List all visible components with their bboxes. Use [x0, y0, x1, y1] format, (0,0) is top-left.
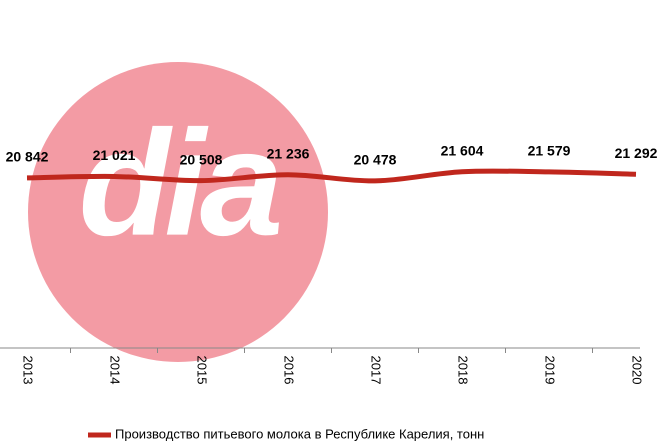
x-tick-label: 2015: [195, 356, 210, 385]
data-label: 21 604: [441, 142, 484, 158]
data-label: 21 236: [267, 145, 310, 161]
data-line: [26, 168, 637, 184]
x-tick-label: 2017: [369, 356, 384, 385]
legend-label: Производство питьевого молока в Республи…: [115, 426, 484, 441]
x-tick-label: 2019: [543, 356, 558, 385]
x-tick-label: 2018: [456, 356, 471, 385]
data-label: 20 508: [180, 151, 223, 167]
x-tick-label: 2013: [21, 356, 36, 385]
watermark-circle: [28, 62, 328, 362]
x-tick-label: 2014: [108, 356, 123, 385]
x-tick-label: 2016: [282, 356, 297, 385]
data-label: 21 021: [93, 147, 136, 163]
data-label: 21 292: [615, 145, 658, 161]
x-tick-label: 2020: [630, 356, 645, 385]
data-label: 20 842: [6, 149, 49, 165]
data-label: 20 478: [354, 152, 397, 168]
data-label: 21 579: [528, 143, 571, 159]
